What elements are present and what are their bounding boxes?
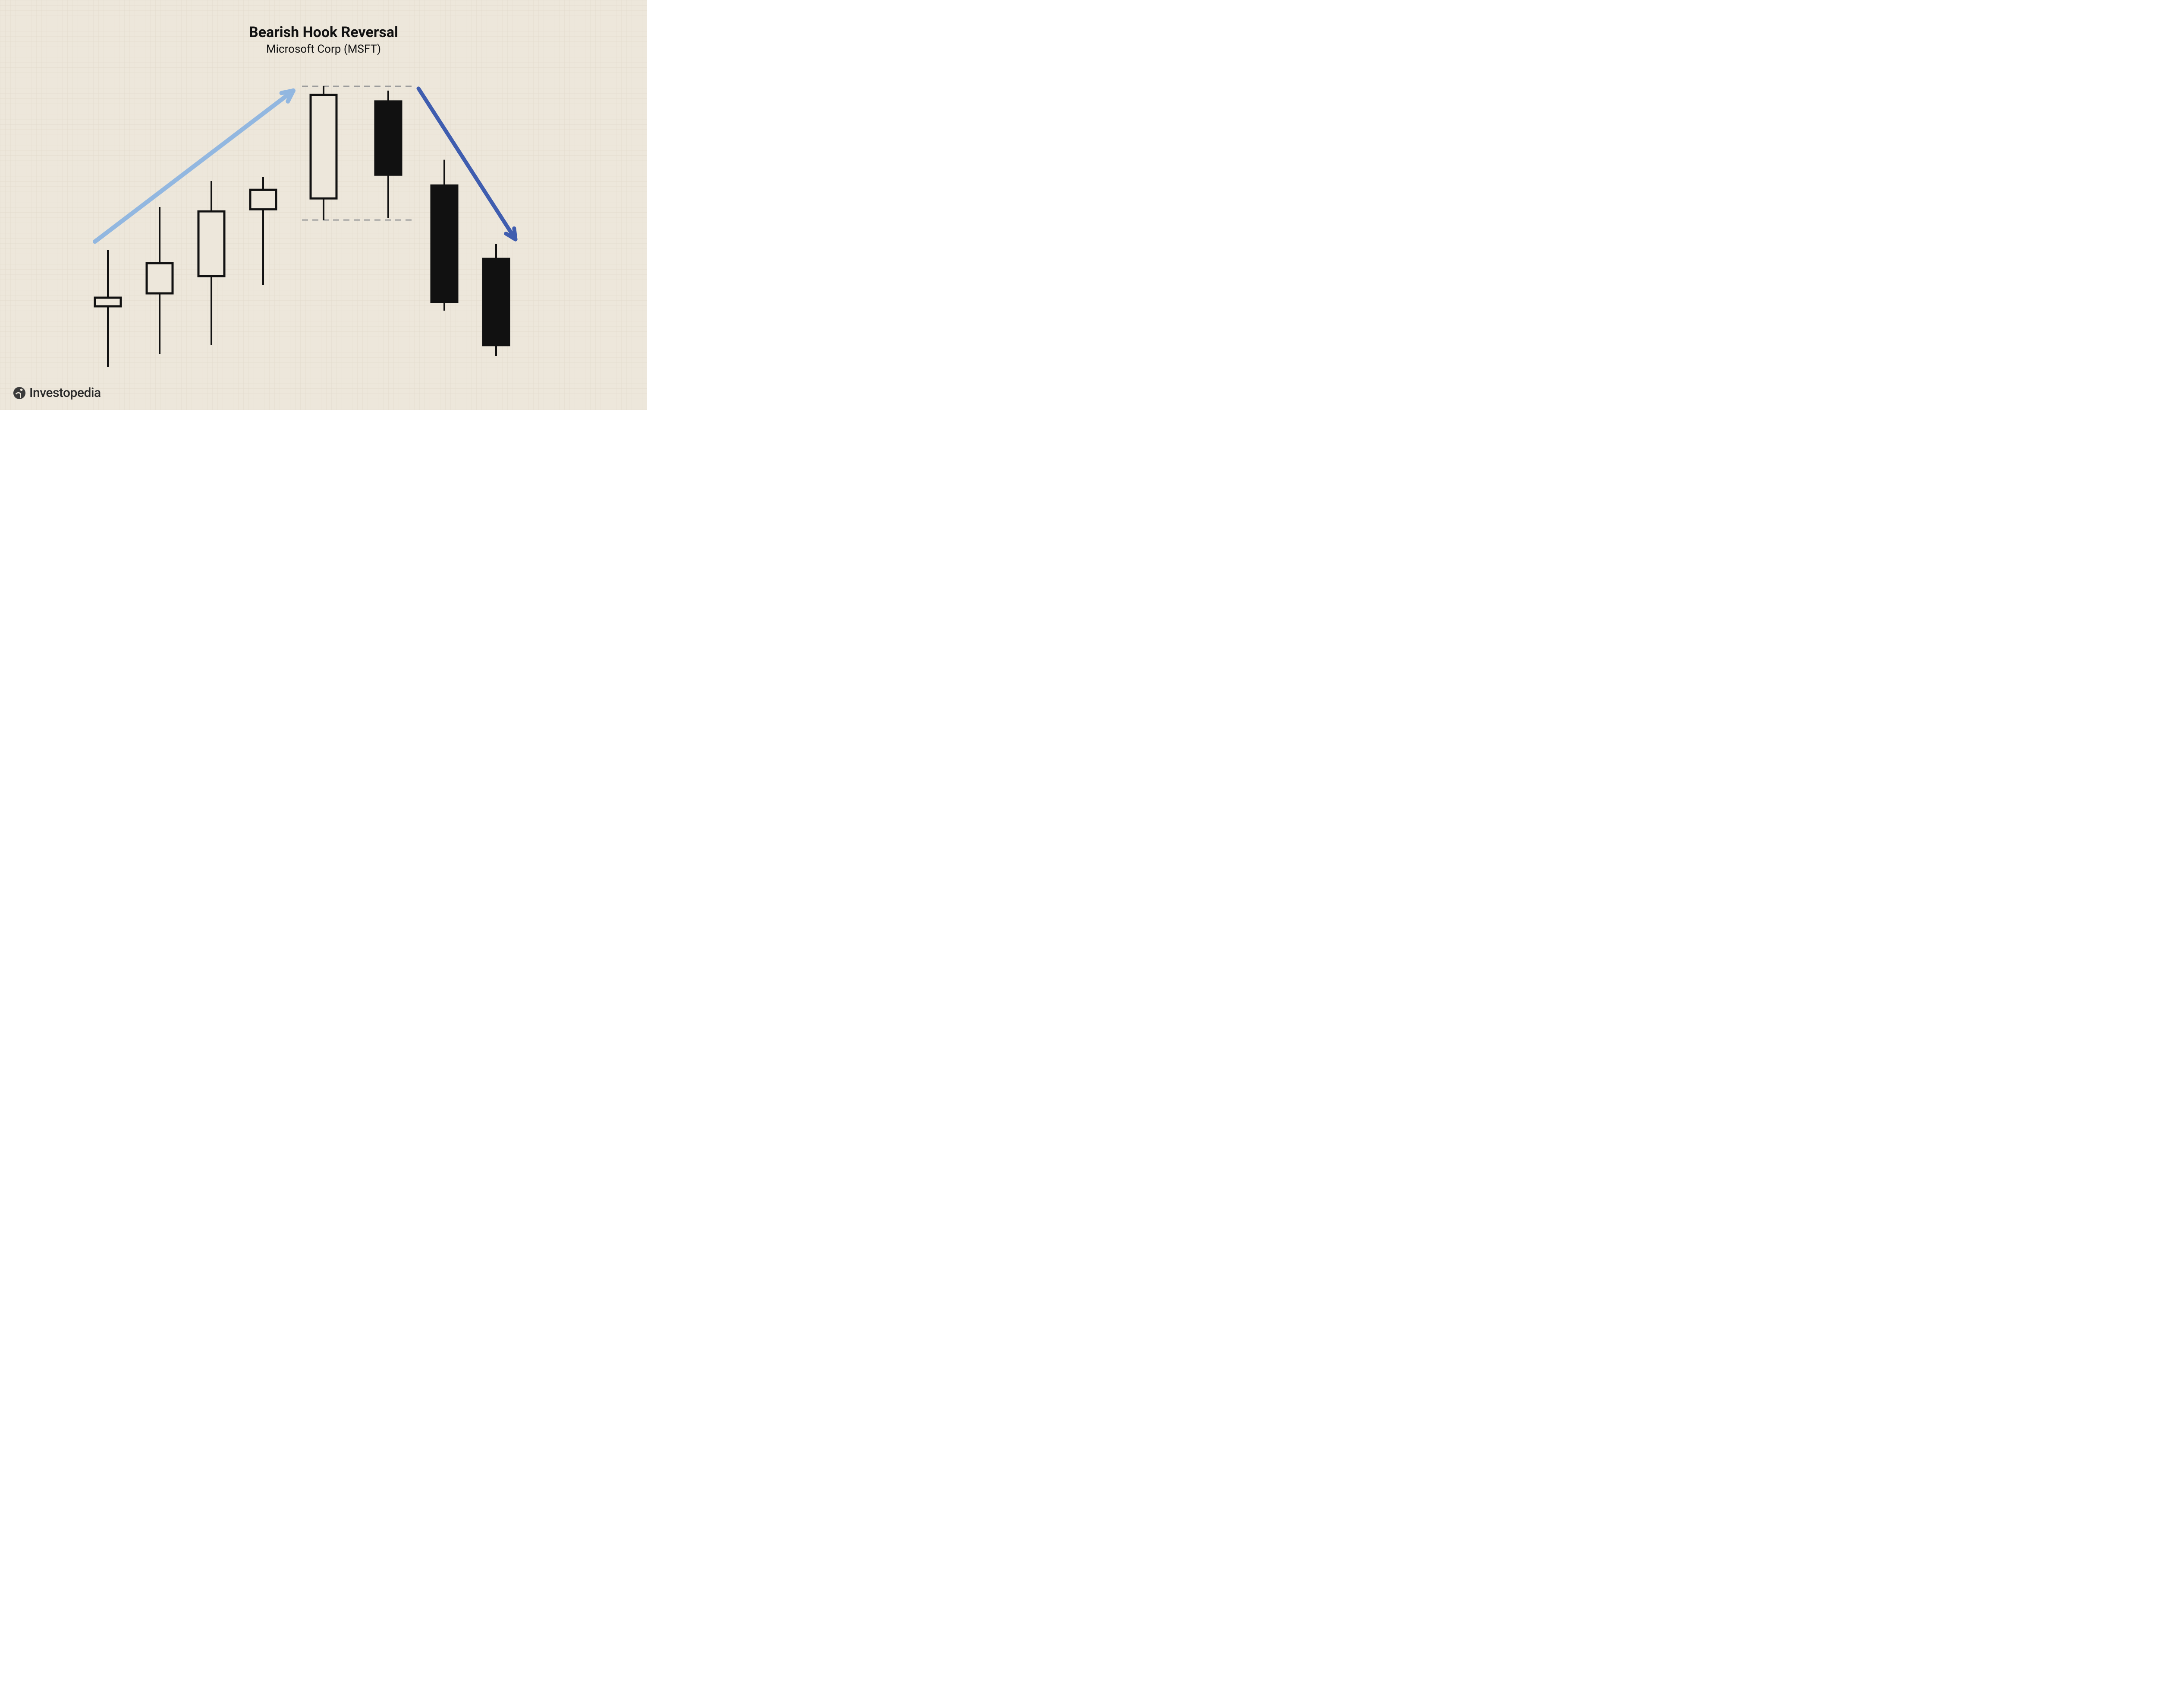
chart-canvas: Bearish Hook Reversal Microsoft Corp (MS… — [0, 0, 647, 410]
candlestick-chart — [0, 0, 647, 410]
candle-2 — [198, 181, 224, 345]
investopedia-icon — [13, 387, 26, 399]
candle-5 — [375, 91, 401, 218]
candle-4 — [311, 86, 336, 220]
brand-logo: Investopedia — [13, 385, 101, 400]
brand-text: Investopedia — [29, 385, 101, 400]
candle-6 — [431, 160, 457, 311]
candle-3 — [250, 177, 276, 285]
candle-0 — [95, 250, 121, 367]
candle-7 — [483, 244, 509, 356]
candle-1 — [147, 207, 173, 354]
